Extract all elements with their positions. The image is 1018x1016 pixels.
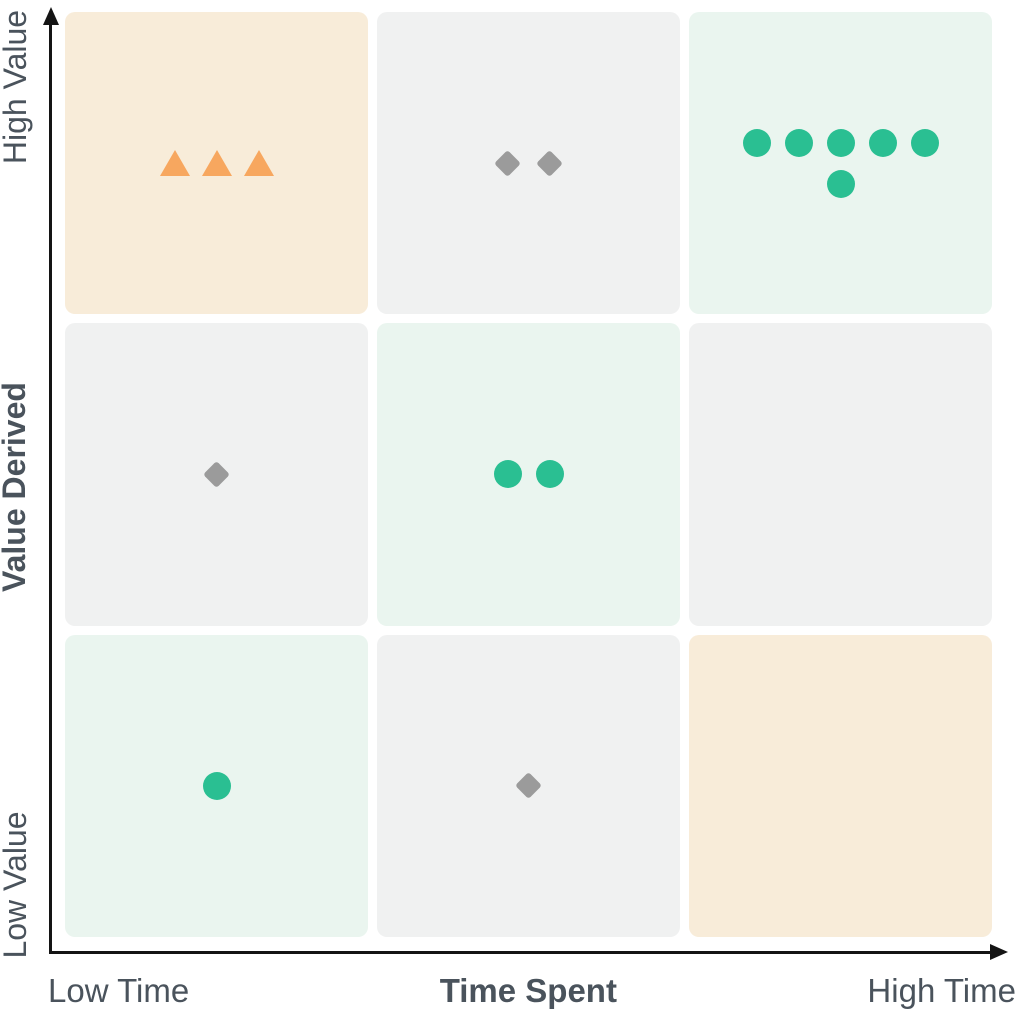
matrix-grid xyxy=(65,12,992,937)
cell-high-value-low-time xyxy=(65,12,368,315)
diamond-shape xyxy=(494,149,521,177)
circle-marker-icon xyxy=(493,460,522,489)
diamond-shape xyxy=(536,149,563,177)
cell-low-value-low-time xyxy=(65,634,368,937)
marker-row xyxy=(203,460,231,488)
circle-shape xyxy=(535,460,564,489)
x-axis-labels: Low Time Time Spent High Time xyxy=(48,972,1016,1010)
triangle-shape xyxy=(159,150,190,177)
circle-marker-icon xyxy=(826,128,855,157)
diamond-marker-icon xyxy=(515,772,543,800)
circle-marker-icon xyxy=(784,128,813,157)
y-axis-line xyxy=(49,20,52,953)
marker-row xyxy=(742,128,939,157)
diamond-marker-icon xyxy=(203,460,231,488)
marker-row xyxy=(202,771,231,800)
circle-marker-icon xyxy=(535,460,564,489)
marker-row xyxy=(515,772,543,800)
x-axis-arrow-icon xyxy=(990,944,1008,960)
circle-shape xyxy=(493,460,522,489)
diamond-shape xyxy=(203,461,230,488)
circle-marker-icon xyxy=(742,128,771,157)
triangle-shape xyxy=(243,150,274,177)
triangle-marker-icon xyxy=(201,149,232,177)
triangle-marker-icon xyxy=(243,149,274,177)
circle-marker-icon xyxy=(826,169,855,198)
marker-row xyxy=(159,149,274,177)
cell-mid-value-mid-time xyxy=(377,323,680,626)
cell-low-value-mid-time xyxy=(377,634,680,937)
diamond-shape xyxy=(515,772,542,800)
circle-shape xyxy=(784,128,813,157)
cell-high-value-high-time xyxy=(689,12,992,315)
marker-row xyxy=(826,169,855,198)
x-axis-line xyxy=(49,951,992,954)
marker-row xyxy=(493,460,564,489)
y-axis-arrow-icon xyxy=(43,7,59,25)
x-axis-high-label: High Time xyxy=(867,972,1016,1009)
triangle-marker-icon xyxy=(159,149,190,177)
cell-mid-value-low-time xyxy=(65,323,368,626)
x-axis-title: Time Spent xyxy=(439,972,617,1009)
x-axis-low-label: Low Time xyxy=(48,972,190,1009)
cell-high-value-mid-time xyxy=(377,12,680,315)
marker-row xyxy=(494,149,564,177)
circle-shape xyxy=(202,771,231,800)
diamond-marker-icon xyxy=(494,149,522,177)
circle-shape xyxy=(826,128,855,157)
y-axis-title: Value Derived xyxy=(0,382,32,592)
circle-shape xyxy=(826,169,855,198)
y-axis-low-label: Low Value xyxy=(0,811,33,959)
cell-mid-value-high-time xyxy=(689,323,992,626)
y-axis-high-label: High Value xyxy=(0,9,33,165)
circle-marker-icon xyxy=(202,771,231,800)
cell-low-value-high-time xyxy=(689,634,992,937)
triangle-shape xyxy=(201,150,232,177)
circle-shape xyxy=(742,128,771,157)
circle-marker-icon xyxy=(868,128,897,157)
circle-shape xyxy=(910,128,939,157)
circle-shape xyxy=(868,128,897,157)
circle-marker-icon xyxy=(910,128,939,157)
diamond-marker-icon xyxy=(536,149,564,177)
